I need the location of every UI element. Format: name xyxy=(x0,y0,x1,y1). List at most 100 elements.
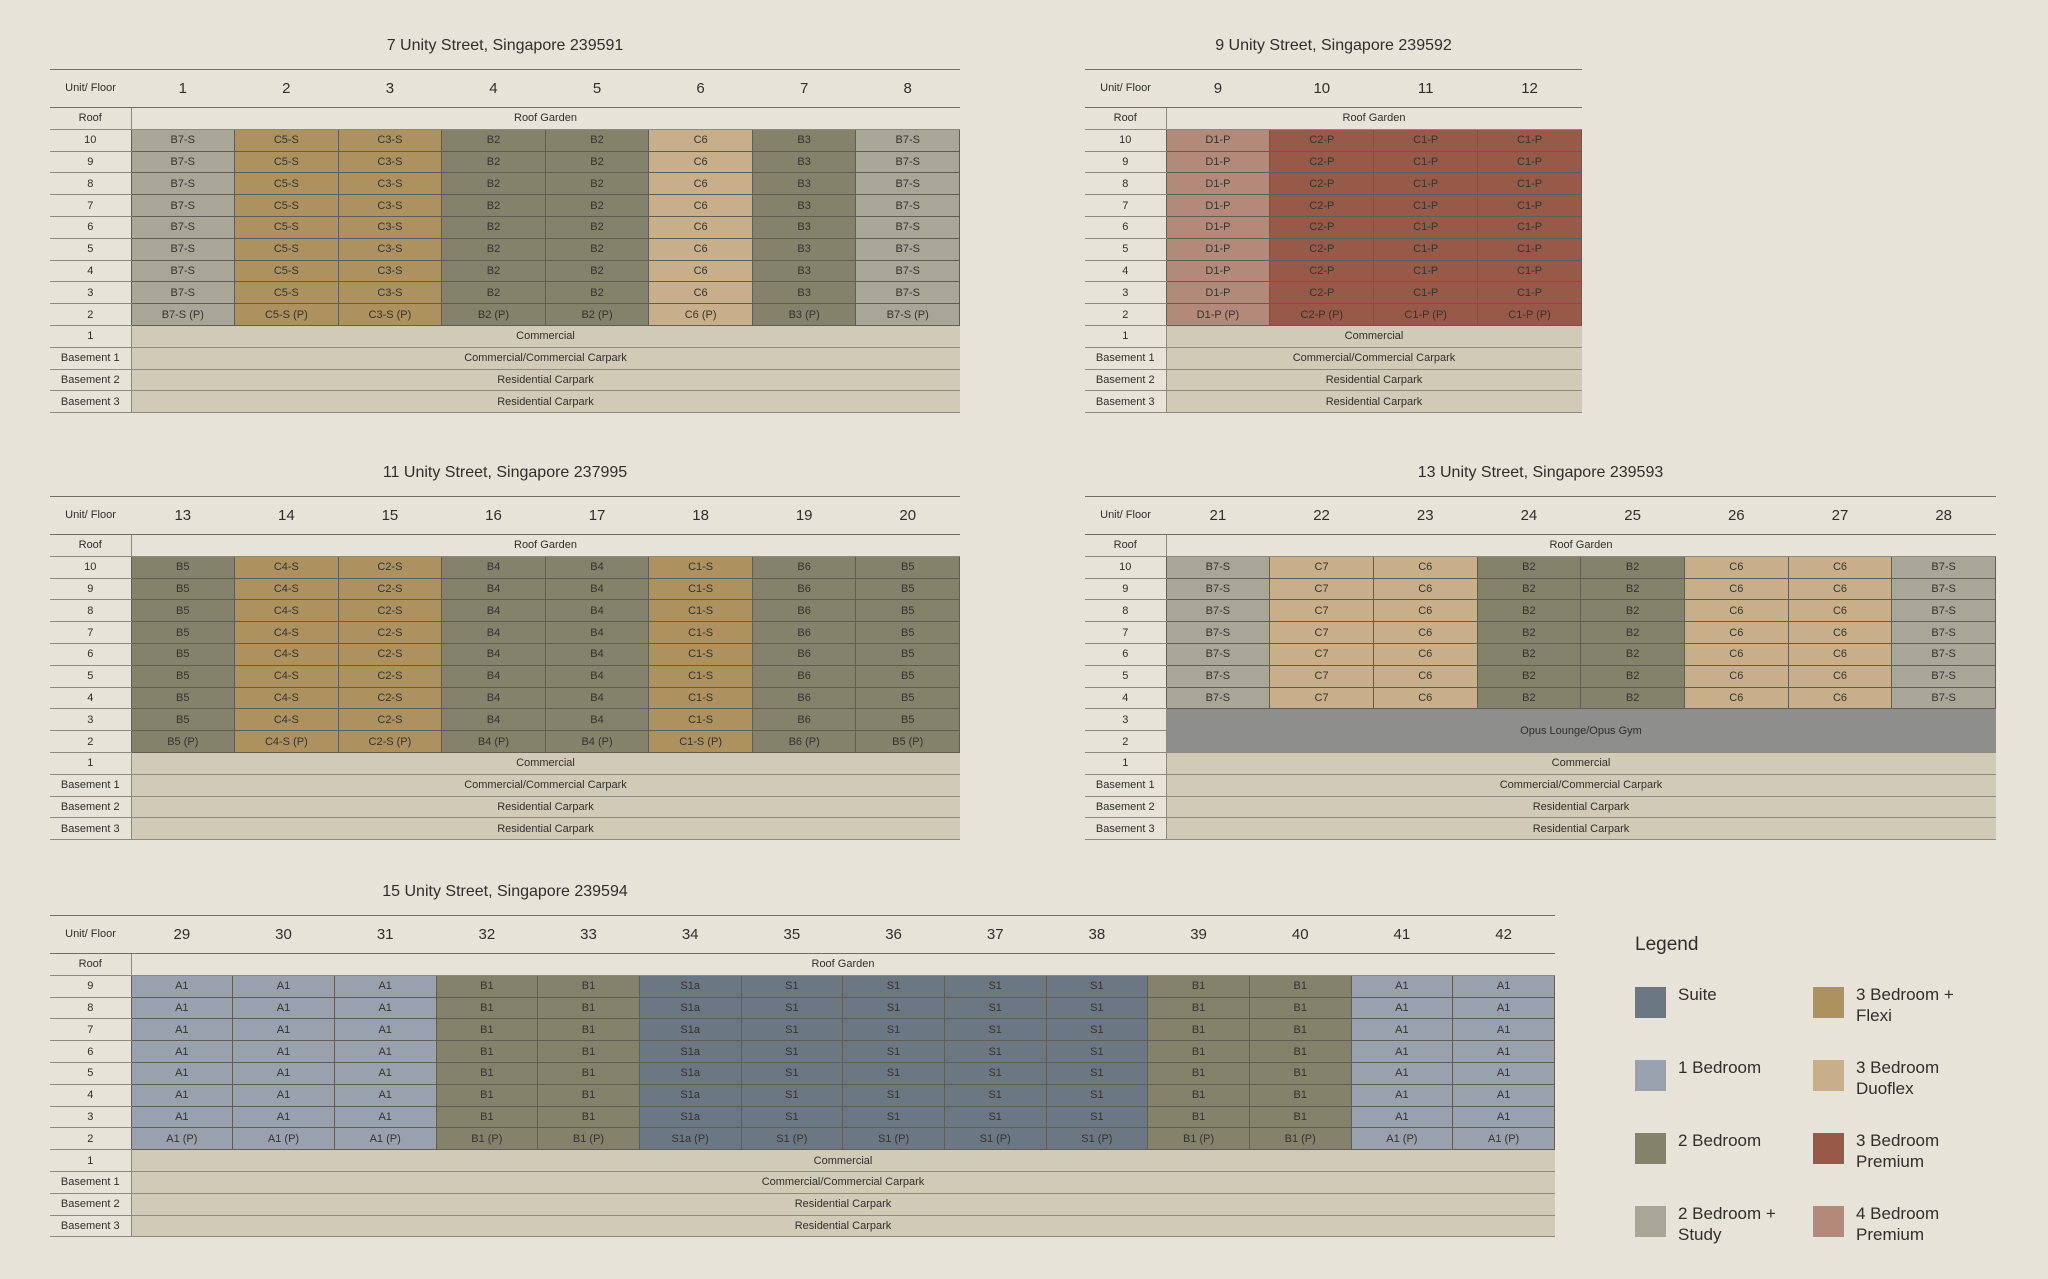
unit-cell: A1 xyxy=(333,996,437,1020)
unit-cell: B5 xyxy=(855,686,960,710)
unit-cell: A1 xyxy=(1350,1018,1454,1042)
unit-cell: C6 xyxy=(648,150,753,174)
span-cell: Roof Garden xyxy=(1165,534,1996,557)
unit-cell: A1 xyxy=(1452,1061,1555,1085)
unit-cell: S1 xyxy=(740,1061,844,1085)
unit-cell: C1-P xyxy=(1373,194,1479,217)
unit-cell: S1 xyxy=(842,996,945,1020)
unit-cell: B7-S xyxy=(130,194,236,217)
unit-cell: B5 (P) xyxy=(855,730,960,753)
unit-cell: A1 (P) xyxy=(232,1127,335,1151)
unit-cell: C3-S xyxy=(337,237,443,261)
unit-cell: B1 xyxy=(1147,974,1250,998)
floor-label: Roof xyxy=(50,107,131,130)
unit-cell: S1 (P) xyxy=(740,1127,844,1151)
floor-row: 6 D1-P C2-P C1-P C1-P xyxy=(1085,215,1582,239)
unit-cell: C6 xyxy=(1372,642,1478,666)
unit-cell: C1-S xyxy=(648,599,753,623)
unit-cell: C6 xyxy=(1683,686,1789,710)
unit-cell: S1a xyxy=(638,1040,742,1063)
floor-row: 2 B5 (P) C4-S (P) C2-S (P) B4 (P) B4 (P) C1-S … xyxy=(50,730,960,753)
span-cell: Roof Garden xyxy=(130,107,960,130)
unit-cell: S1 xyxy=(842,1105,945,1129)
unit-cell: B1 xyxy=(1147,1061,1250,1085)
unit-cell: B1 xyxy=(435,974,539,998)
unit-cell: B4 xyxy=(441,708,546,732)
unit-cell: B2 xyxy=(1476,642,1582,666)
unit-cell: B2 xyxy=(544,259,650,283)
unit-cell: A1 xyxy=(1452,996,1555,1020)
unit-cell: B3 xyxy=(751,259,857,283)
span-cell: Commercial xyxy=(130,325,960,348)
unit-cell: C6 xyxy=(1787,664,1893,688)
unit-number: 3 xyxy=(338,69,442,108)
span-cell: Commercial xyxy=(1165,325,1582,348)
unit-cell: B7-S xyxy=(855,237,960,261)
unit-cell: C1-S xyxy=(648,708,753,732)
legend-swatch xyxy=(1635,1060,1666,1091)
floor-row: 1 Commercial xyxy=(50,752,960,775)
span-cell: Commercial xyxy=(1165,752,1996,775)
unit-number: 19 xyxy=(752,496,856,535)
unit-cell: B2 xyxy=(1476,599,1582,623)
unit-cell: A1 xyxy=(333,1061,437,1085)
unit-cell: S1 xyxy=(943,1105,1047,1129)
unit-cell: A1 xyxy=(232,996,335,1020)
floor-row: Basement 2 Residential Carpark xyxy=(50,369,960,392)
unit-cell: S1 xyxy=(943,974,1047,998)
legend-item: 2 Bedroom xyxy=(1635,1130,1805,1180)
unit-cell: C1-S xyxy=(648,577,753,601)
unit-cell: S1 xyxy=(842,1018,945,1042)
unit-cell: C6 (P) xyxy=(648,303,753,326)
unit-cell: B5 xyxy=(855,664,960,688)
unit-cell: S1 (P) xyxy=(1045,1127,1149,1151)
unit-cell: B1 (P) xyxy=(435,1127,539,1151)
unit-cell: B2 (P) xyxy=(441,303,546,326)
floor-label: 8 xyxy=(1085,599,1166,623)
unit-cell: S1 xyxy=(943,1018,1047,1042)
unit-cell: S1 xyxy=(943,1061,1047,1085)
unit-cell: B7-S xyxy=(855,150,960,174)
floor-label: 10 xyxy=(50,129,131,152)
floor-label: 2 xyxy=(50,1127,131,1151)
span-cell: Commercial/Commercial Carpark xyxy=(130,1171,1555,1194)
floor-row: 1 Commercial xyxy=(50,325,960,348)
unit-number: 32 xyxy=(436,915,538,954)
floor-label: Basement 3 xyxy=(50,817,131,841)
unit-cell: B6 xyxy=(751,621,857,644)
floor-label: 5 xyxy=(50,1062,131,1085)
unit-cell: B6 (P) xyxy=(751,730,857,753)
unit-cell: B1 xyxy=(1147,1018,1250,1042)
unit-cell: B1 xyxy=(1147,996,1250,1020)
unit-cell: B1 xyxy=(1248,1083,1352,1107)
unit-cell: C6 xyxy=(1372,664,1478,688)
floor-label: 2 xyxy=(1085,303,1166,326)
unit-cell: B1 (P) xyxy=(1248,1127,1352,1151)
floor-label: 2 xyxy=(50,303,131,326)
unit-cell: C2-S xyxy=(337,642,443,666)
floor-label: 9 xyxy=(1085,151,1166,174)
floor-row: 9 D1-P C2-P C1-P C1-P xyxy=(1085,150,1582,174)
unit-cell: B5 (P) xyxy=(130,730,236,753)
unit-cell: C1-P xyxy=(1373,128,1479,152)
legend-label: 3 Bedroom Premium xyxy=(1856,1131,1940,1171)
unit-number: 33 xyxy=(537,915,640,954)
unit-cell: C3-S xyxy=(337,194,443,217)
unit-cell: C7 xyxy=(1269,664,1374,688)
unit-cell: C1-S xyxy=(648,664,753,688)
unit-cell: A1 xyxy=(130,1105,234,1129)
unit-cell: B2 (P) xyxy=(544,303,650,326)
legend-label: Suite xyxy=(1678,985,1717,1004)
unit-cell: B2 xyxy=(1476,621,1582,644)
unit-cell: B2 xyxy=(1476,577,1582,601)
floor-label: Basement 2 xyxy=(50,796,131,819)
span-cell: Residential Carpark xyxy=(130,369,960,392)
unit-cell: A1 xyxy=(1452,974,1555,998)
unit-cell: S1 xyxy=(740,974,844,998)
unit-cell: B1 xyxy=(435,1083,539,1107)
span-cell: Residential Carpark xyxy=(130,1193,1555,1216)
header-row: Unit/ Floor 9 10 11 12 xyxy=(1085,69,1582,108)
unit-cell: C6 xyxy=(1787,686,1893,710)
unit-cell: C7 xyxy=(1269,686,1374,710)
unit-cell: S1 xyxy=(943,1040,1047,1063)
